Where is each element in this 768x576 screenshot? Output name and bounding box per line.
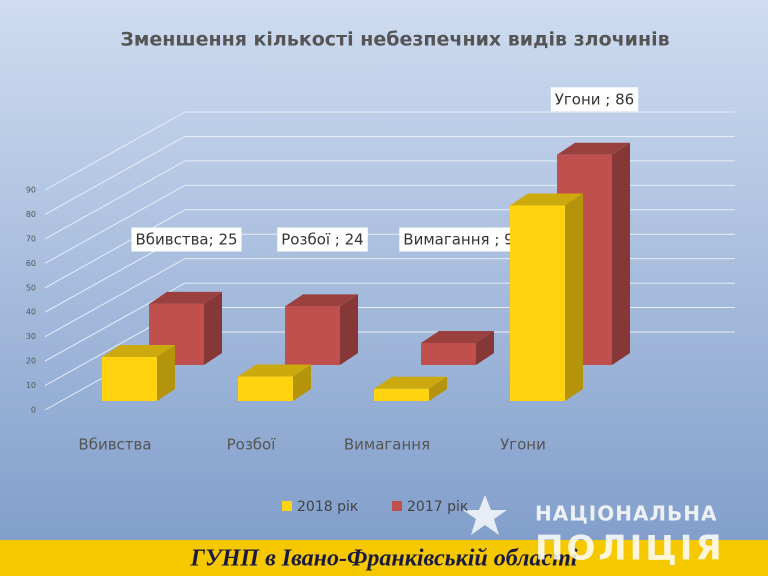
data-label-box [131,227,242,252]
y-tick-label: 20 [26,357,36,366]
bar-side [204,291,222,365]
grid-line [44,160,186,240]
bar-front [285,306,340,365]
x-tick-label: Розбої [227,436,277,454]
logo-text: НАЦІОНАЛЬНА [535,502,718,526]
bar-top [510,193,583,206]
y-tick-label: 70 [26,234,36,243]
bar [149,291,222,365]
bar [374,376,447,401]
data-label: Розбої ; 24 [281,231,363,249]
data-label-box [277,227,368,252]
data-label-box [399,227,518,252]
bar-top [557,142,630,155]
grid-line [44,258,186,338]
x-tick-label: Угони [500,436,546,454]
y-tick-label: 0 [31,406,36,415]
bar-front [421,343,476,365]
y-tick-label: 30 [26,332,36,341]
grid-line [44,209,186,289]
bar-top [285,294,358,307]
bar-front [374,388,429,401]
data-label: Угони ; 86 [555,90,634,108]
bar-side [612,142,630,365]
bar-side [476,331,494,365]
bar-top [238,364,311,377]
y-tick-label: 40 [26,308,36,317]
grid-line [44,111,186,191]
bar [238,364,311,401]
legend-label: 2018 рік [297,499,358,515]
bar-front [102,357,157,401]
legend-swatch [282,501,292,511]
bar-side [157,345,175,401]
chart: 0 10 20 30 40 50 60 70 80 90 Вбивства; 25 Розбої ; … [26,87,735,515]
footer-bar [0,540,768,576]
bar-side [340,294,358,365]
footer-text: ГУНП в Івано-Франківській області [190,546,578,572]
bar [285,294,358,365]
bar-front [510,205,565,401]
y-tick-label: 50 [26,283,36,292]
bar-front [238,376,293,401]
y-tick-label: 80 [26,210,36,219]
y-tick-label: 90 [26,186,36,195]
bar [510,193,583,401]
logo-star [463,495,507,535]
legend-label: 2017 рік [407,499,468,515]
bar [421,331,494,365]
x-tick-label: Вимагання [344,436,430,454]
grid-line [44,184,186,264]
data-label: Вимагання ; 9 [403,231,513,249]
bar-top [421,331,494,343]
bar-top [102,345,175,357]
bar-side [429,376,447,401]
chart-title: Зменшення кількості небезпечних видів зл… [120,29,669,51]
legend-swatch [392,501,402,511]
bar-top [149,291,222,304]
bar [102,345,175,401]
bar-side [293,364,311,401]
bar-top [374,376,447,389]
x-tick-label: Вбивства [78,436,151,454]
data-label: Вбивства; 25 [135,231,237,249]
grid-line [44,136,186,215]
y-tick-label: 10 [26,381,36,390]
logo-text: ПОЛІЦІЯ [535,529,725,569]
bar-side [565,193,583,401]
data-label-box [550,87,639,112]
y-tick-label: 60 [26,259,36,268]
